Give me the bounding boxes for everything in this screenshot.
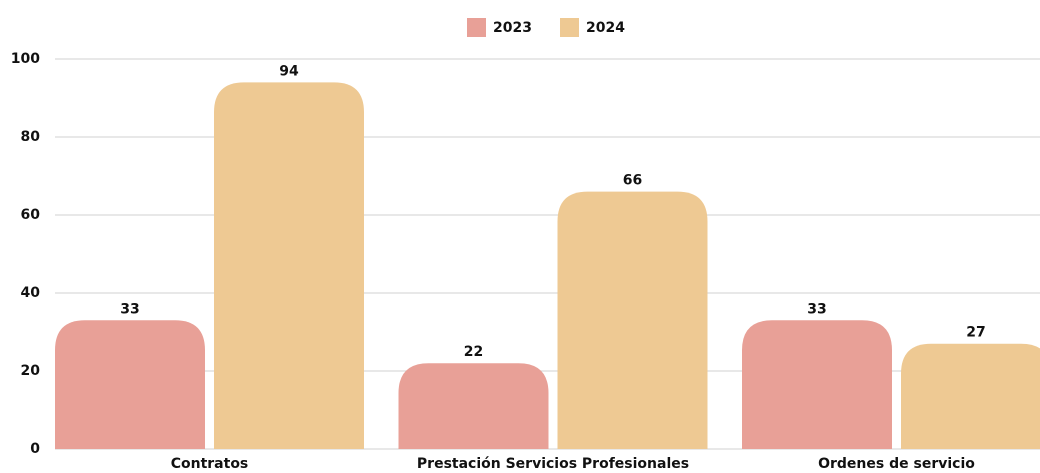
y-tick-label: 80: [21, 129, 41, 145]
y-tick-label: 20: [21, 363, 41, 379]
y-tick-label: 60: [21, 207, 41, 223]
legend-swatch: [560, 18, 579, 37]
data-label: 66: [623, 173, 642, 189]
data-label: 94: [279, 63, 299, 79]
y-tick-label: 100: [11, 51, 40, 67]
bar: [398, 363, 549, 449]
data-label: 33: [120, 301, 139, 317]
legend-swatch: [467, 18, 486, 37]
data-label: 27: [966, 325, 985, 341]
bar: [55, 320, 205, 449]
y-tick-label: 0: [30, 441, 40, 457]
y-tick-label: 40: [21, 285, 41, 301]
bar: [901, 343, 1040, 449]
bar: [557, 191, 708, 449]
x-tick-label: Ordenes de servicio: [818, 456, 975, 472]
x-tick-label: Contratos: [171, 456, 249, 472]
data-label: 22: [464, 344, 483, 360]
bar: [214, 82, 364, 450]
data-label: 33: [807, 301, 826, 317]
bar: [742, 320, 892, 449]
x-tick-label: Prestación Servicios Profesionales: [417, 456, 689, 472]
legend-label: 2023: [493, 20, 532, 36]
legend-label: 2024: [586, 20, 625, 36]
